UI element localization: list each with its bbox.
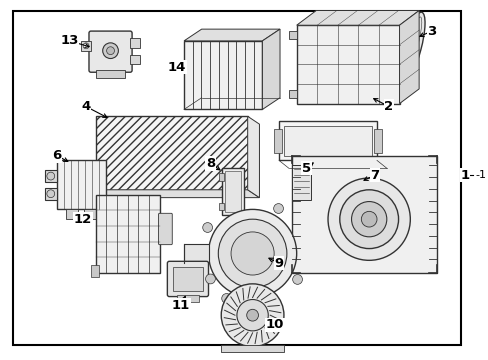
- Bar: [45, 170, 57, 182]
- Text: 9: 9: [274, 257, 283, 270]
- Text: 5: 5: [301, 162, 310, 175]
- Circle shape: [230, 232, 274, 275]
- Circle shape: [208, 210, 296, 298]
- Circle shape: [273, 204, 283, 213]
- FancyBboxPatch shape: [158, 213, 172, 245]
- Circle shape: [292, 275, 302, 284]
- Circle shape: [205, 274, 215, 284]
- FancyBboxPatch shape: [89, 31, 132, 72]
- Bar: [288, 90, 296, 98]
- Bar: [183, 244, 208, 263]
- Bar: [81, 41, 91, 51]
- Circle shape: [221, 293, 231, 303]
- Polygon shape: [183, 29, 280, 41]
- Bar: [219, 173, 224, 181]
- Bar: [224, 171, 241, 212]
- Bar: [291, 156, 436, 273]
- Text: 4: 4: [81, 100, 90, 113]
- Polygon shape: [296, 10, 418, 25]
- Bar: [96, 70, 125, 78]
- Bar: [96, 116, 247, 190]
- Text: 3: 3: [427, 24, 436, 37]
- Bar: [373, 129, 381, 153]
- Polygon shape: [96, 190, 259, 198]
- Polygon shape: [247, 116, 259, 198]
- Bar: [66, 210, 78, 219]
- Circle shape: [327, 178, 409, 260]
- Bar: [219, 203, 224, 210]
- Bar: [177, 294, 198, 302]
- Text: 8: 8: [205, 157, 215, 170]
- Text: -1: -1: [474, 170, 485, 180]
- Circle shape: [351, 202, 386, 237]
- Circle shape: [203, 222, 212, 233]
- Bar: [288, 31, 296, 39]
- Text: 6: 6: [52, 149, 61, 162]
- Text: 1: 1: [460, 168, 469, 181]
- FancyBboxPatch shape: [167, 261, 208, 297]
- Bar: [173, 267, 202, 291]
- Polygon shape: [262, 29, 280, 109]
- Bar: [57, 161, 105, 210]
- Bar: [183, 41, 262, 109]
- Polygon shape: [399, 10, 418, 104]
- Circle shape: [47, 190, 55, 198]
- Bar: [45, 188, 57, 199]
- Text: 12: 12: [74, 213, 92, 226]
- Circle shape: [102, 43, 118, 59]
- Text: 2: 2: [384, 100, 392, 113]
- Circle shape: [47, 172, 55, 180]
- Circle shape: [83, 43, 89, 49]
- Text: 14: 14: [167, 61, 186, 74]
- Bar: [221, 345, 284, 352]
- Bar: [284, 126, 371, 156]
- Bar: [130, 38, 140, 48]
- Bar: [291, 165, 311, 199]
- Circle shape: [236, 300, 268, 331]
- Circle shape: [246, 309, 258, 321]
- Circle shape: [218, 219, 286, 288]
- Circle shape: [221, 284, 284, 347]
- Bar: [274, 129, 282, 153]
- Bar: [96, 195, 159, 273]
- Bar: [130, 55, 140, 64]
- Circle shape: [339, 190, 398, 248]
- Text: 10: 10: [265, 319, 284, 332]
- Bar: [84, 210, 96, 219]
- Circle shape: [106, 47, 114, 55]
- Circle shape: [361, 211, 376, 227]
- Bar: [296, 25, 399, 104]
- Text: 7: 7: [370, 168, 379, 181]
- Ellipse shape: [399, 12, 424, 83]
- Text: 11: 11: [172, 299, 190, 312]
- Bar: [91, 265, 99, 277]
- Bar: [222, 168, 244, 215]
- Text: 13: 13: [60, 35, 79, 48]
- Bar: [279, 121, 376, 161]
